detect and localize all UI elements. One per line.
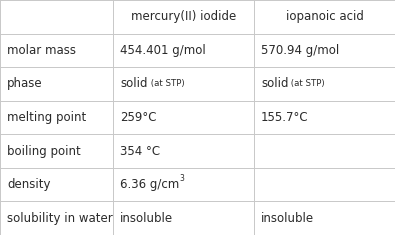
Text: boiling point: boiling point xyxy=(7,145,81,158)
Text: melting point: melting point xyxy=(7,111,86,124)
Text: (at STP): (at STP) xyxy=(147,79,184,88)
Text: phase: phase xyxy=(7,77,43,90)
Text: 570.94 g/mol: 570.94 g/mol xyxy=(261,44,339,57)
Text: density: density xyxy=(7,178,51,191)
Text: (at STP): (at STP) xyxy=(288,79,325,88)
Text: 155.7°C: 155.7°C xyxy=(261,111,308,124)
Text: molar mass: molar mass xyxy=(7,44,76,57)
Text: 259°C: 259°C xyxy=(120,111,156,124)
Text: insoluble: insoluble xyxy=(261,212,314,225)
Text: solubility in water: solubility in water xyxy=(7,212,113,225)
Text: iopanoic acid: iopanoic acid xyxy=(286,10,363,23)
Text: insoluble: insoluble xyxy=(120,212,173,225)
Text: solid: solid xyxy=(261,77,288,90)
Text: 354 °C: 354 °C xyxy=(120,145,160,158)
Text: 454.401 g/mol: 454.401 g/mol xyxy=(120,44,206,57)
Text: 6.36 g/cm: 6.36 g/cm xyxy=(120,178,179,191)
Text: 3: 3 xyxy=(179,174,184,183)
Text: mercury(II) iodide: mercury(II) iodide xyxy=(131,10,236,23)
Text: solid: solid xyxy=(120,77,147,90)
